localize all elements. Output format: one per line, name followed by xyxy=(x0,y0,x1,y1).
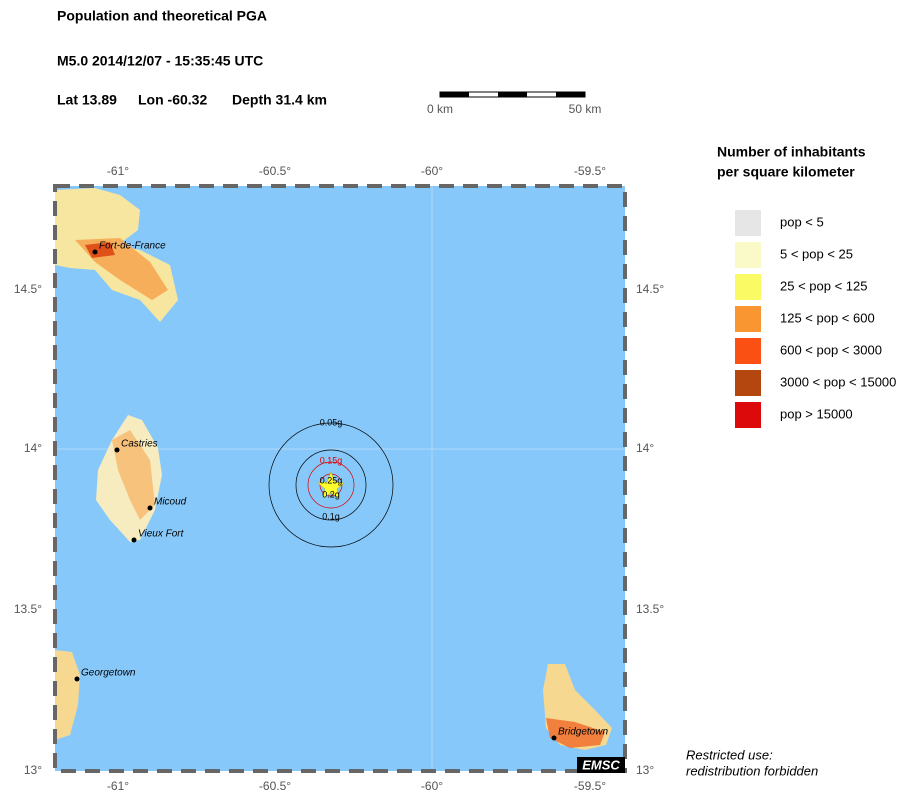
pga-contours xyxy=(268,422,394,548)
legend-swatch xyxy=(735,210,761,236)
scale-bar: 0 km 50 km xyxy=(427,91,602,116)
footer: Restricted use: xyxy=(686,747,773,762)
lon-tick: -60° xyxy=(421,164,443,178)
legend-label: 125 < pop < 600 xyxy=(780,310,875,325)
city: Fort-de-France xyxy=(99,241,166,252)
city: Micoud xyxy=(154,497,187,508)
legend-title: Number of inhabitants xyxy=(717,144,866,160)
city: Castries xyxy=(121,439,158,450)
lon-tick: -60.5° xyxy=(259,779,291,793)
lat-ticks: 14.5° 14° 13.5° 13° 14.5° 14° 13.5° 13° xyxy=(14,282,665,777)
legend-label: 600 < pop < 3000 xyxy=(780,342,882,357)
lon-tick: -59.5° xyxy=(574,164,606,178)
lat: Lat 13.89 xyxy=(57,92,117,108)
legend-swatch xyxy=(735,242,761,268)
logo: EMSC xyxy=(582,757,620,772)
lon: Lon -60.32 xyxy=(138,92,207,108)
pga-label: 0.05g xyxy=(320,417,343,427)
legend-swatch xyxy=(735,370,761,396)
lat-tick: 13° xyxy=(24,763,42,777)
legend-swatch xyxy=(735,402,761,428)
legend-swatch xyxy=(735,338,761,364)
footer: redistribution forbidden xyxy=(686,763,818,778)
pga-label: 0.1g xyxy=(322,511,340,521)
lat-tick: 14.5° xyxy=(14,282,42,296)
cities: Fort-de-France Castries Micoud Vieux For… xyxy=(74,241,608,741)
legend-label: pop > 15000 xyxy=(780,406,853,421)
legend-swatch xyxy=(735,274,761,300)
event: M5.0 2014/12/07 - 15:35:45 UTC xyxy=(57,53,263,69)
lat-tick: 13.5° xyxy=(14,602,42,616)
lon-tick: -60° xyxy=(421,779,443,793)
lat-tick: 14.5° xyxy=(636,282,664,296)
legend-label: pop < 5 xyxy=(780,214,824,229)
lat-tick: 14° xyxy=(636,441,654,455)
lat-tick: 13° xyxy=(636,763,654,777)
map: 0.05g 0.15g 0.25g 0.2g 0.1g Fort-de-Fran… xyxy=(53,184,627,773)
legend-title: per square kilometer xyxy=(717,164,855,180)
lat-tick: 13.5° xyxy=(636,602,664,616)
city: Bridgetown xyxy=(558,727,608,738)
lat-tick: 14° xyxy=(24,441,42,455)
legend: Number of inhabitants per square kilomet… xyxy=(717,144,896,428)
lon-tick: -61° xyxy=(107,164,129,178)
scale-start: 0 km xyxy=(427,102,453,116)
legend-swatch xyxy=(735,306,761,332)
lon-tick: -59.5° xyxy=(574,779,606,793)
pga-label: 0.15g xyxy=(320,455,343,465)
depth: Depth 31.4 km xyxy=(232,92,327,108)
lon-tick: -61° xyxy=(107,779,129,793)
legend-label: 5 < pop < 25 xyxy=(780,246,853,261)
title: Population and theoretical PGA xyxy=(57,8,267,24)
city: Georgetown xyxy=(81,668,136,679)
lon-ticks: -61° -60.5° -60° -59.5° -61° -60.5° -60°… xyxy=(107,164,606,793)
legend-label: 25 < pop < 125 xyxy=(780,278,867,293)
city: Vieux Fort xyxy=(138,529,185,540)
pga-label: 0.2g xyxy=(322,489,340,499)
legend-label: 3000 < pop < 15000 xyxy=(780,374,896,389)
scale-end: 50 km xyxy=(569,102,602,116)
pga-label: 0.25g xyxy=(320,475,343,485)
lon-tick: -60.5° xyxy=(259,164,291,178)
